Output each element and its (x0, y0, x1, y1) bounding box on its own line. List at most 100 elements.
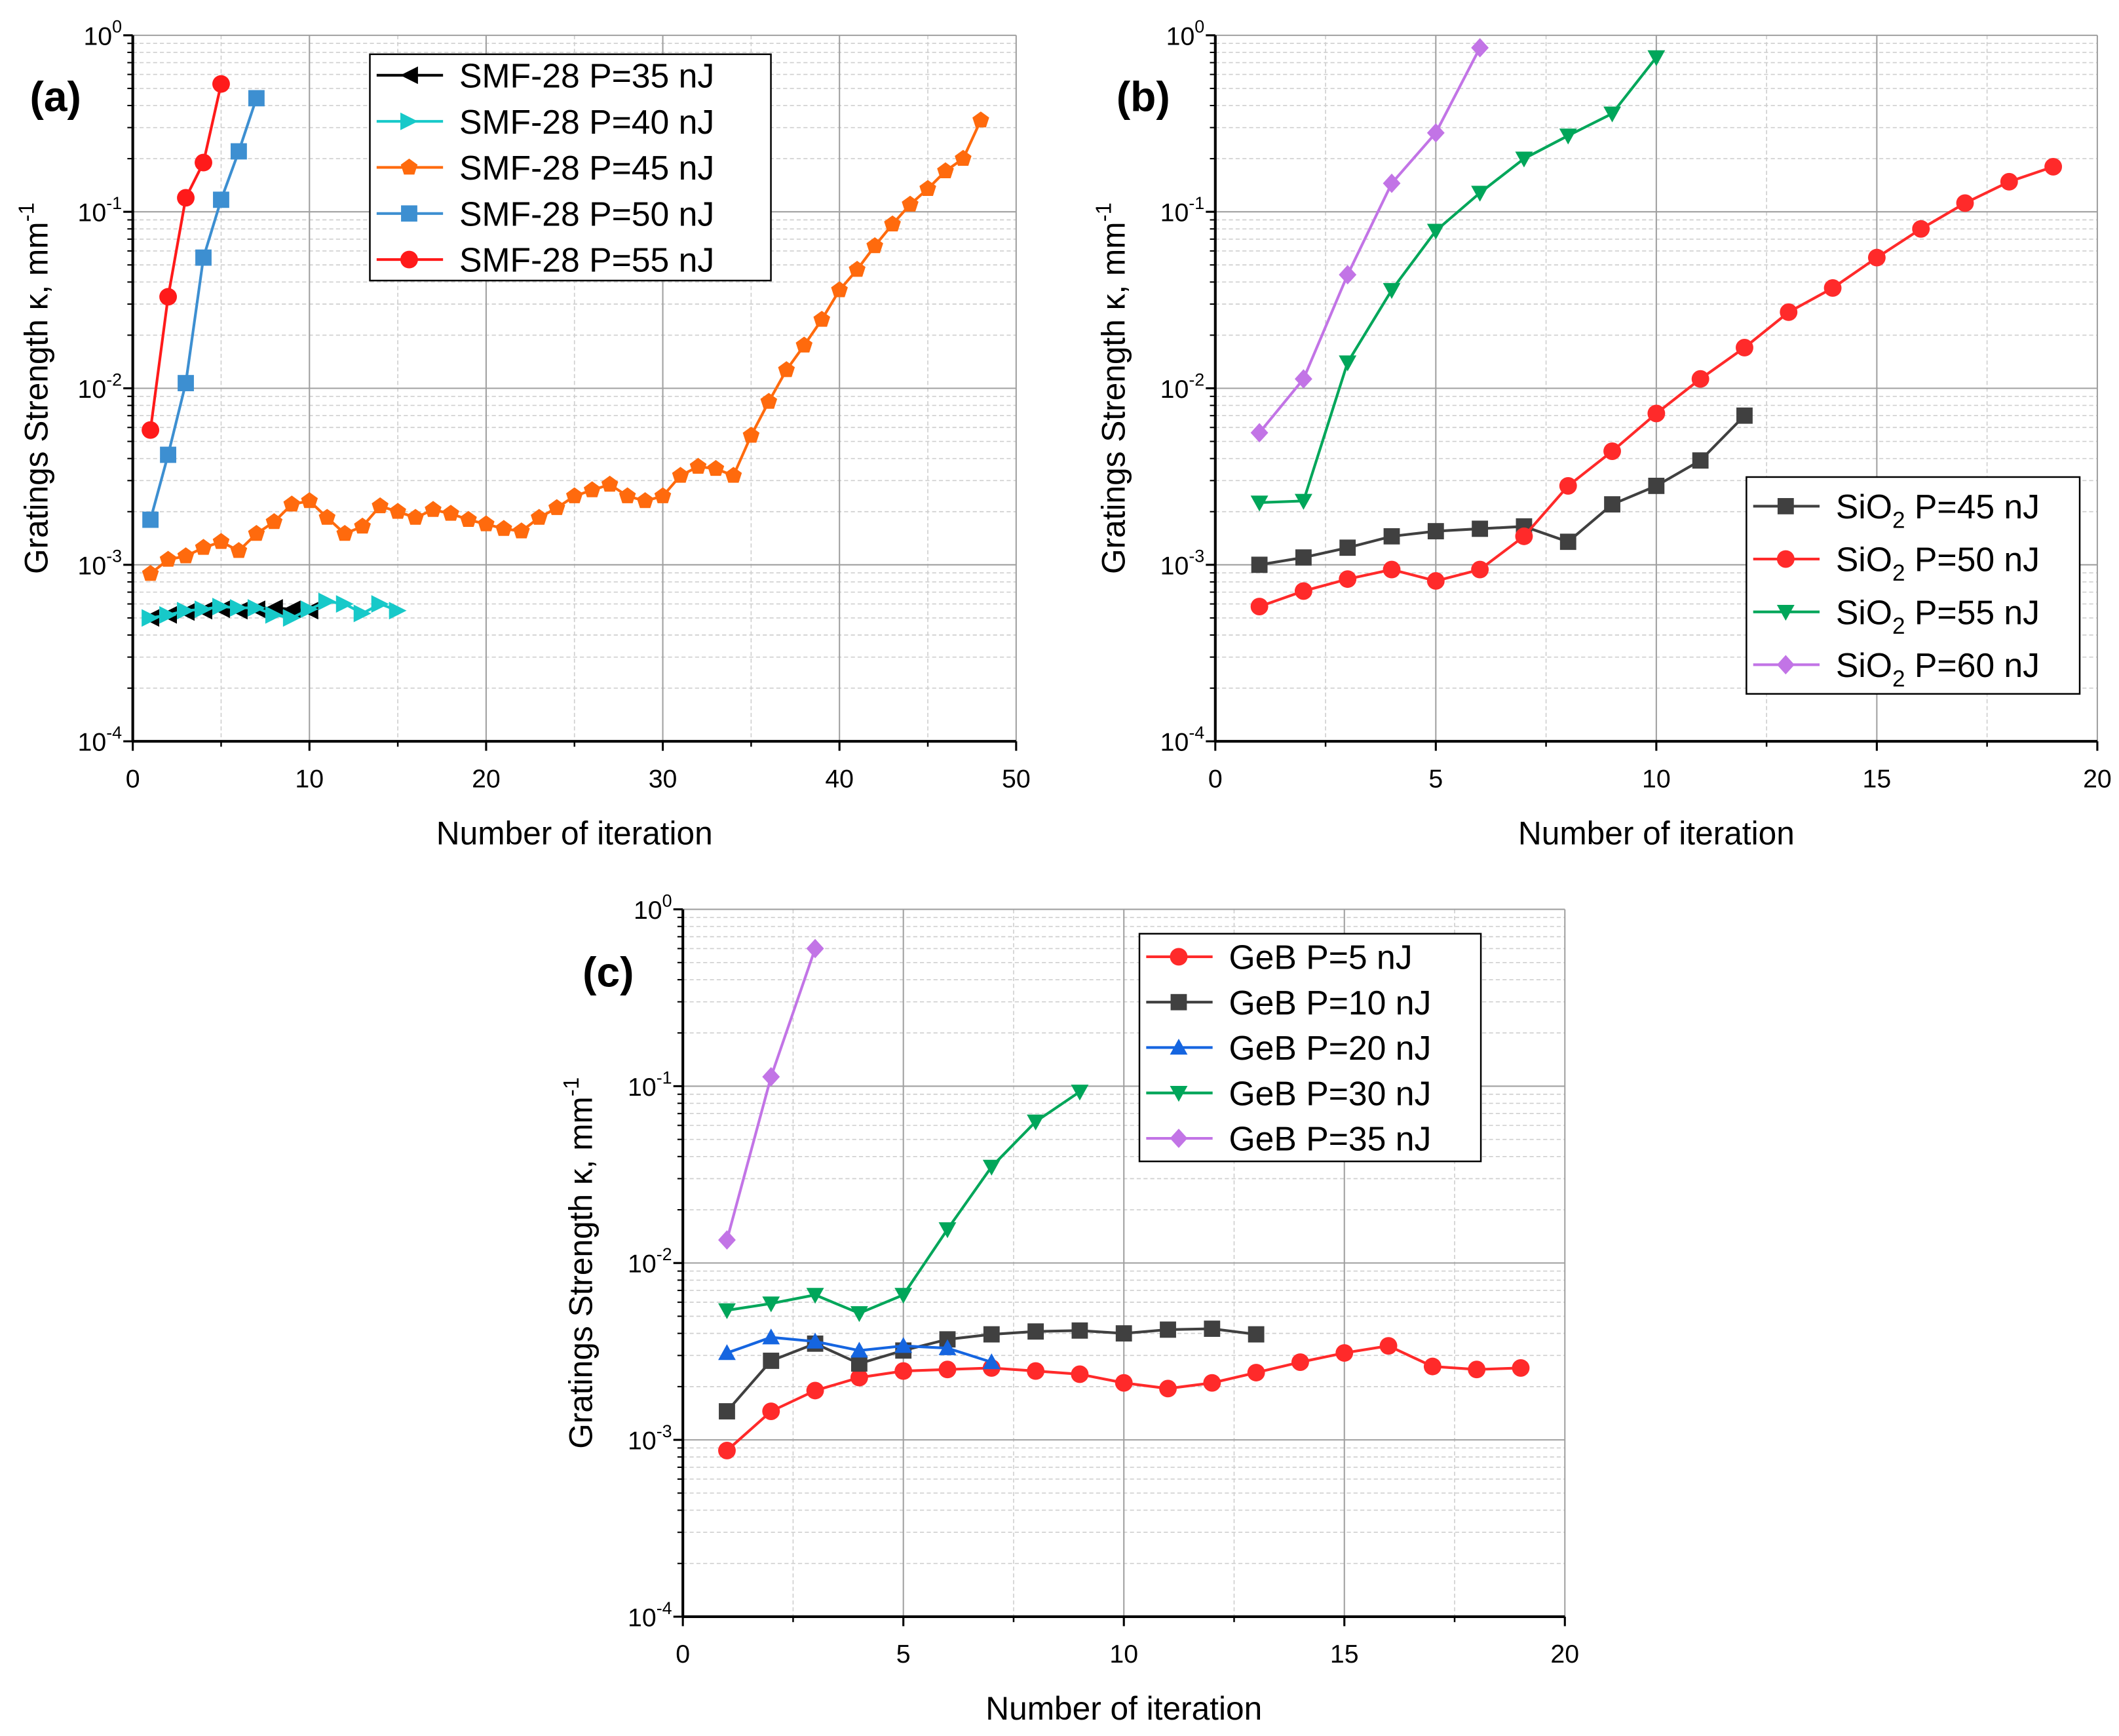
y-tick-exponent: -1 (657, 1068, 672, 1087)
data-point (850, 1368, 868, 1387)
series-3 (718, 1328, 1001, 1370)
legend-label: SiO2 P=55 nJ (1836, 593, 2040, 638)
data-point (718, 1230, 736, 1250)
data-point (762, 1296, 780, 1313)
data-point (938, 1339, 957, 1355)
legend-label: GeB P=35 nJ (1229, 1120, 1431, 1158)
data-point (1339, 265, 1357, 284)
data-point (972, 111, 989, 128)
data-point (1250, 495, 1269, 512)
x-tick-label: 10 (295, 764, 324, 793)
data-point (1823, 279, 1842, 297)
data-point (1339, 355, 1357, 372)
legend-label: SMF-28 P=55 nJ (459, 241, 714, 279)
data-point (894, 1337, 913, 1353)
data-point (1603, 106, 1621, 123)
data-point (1515, 527, 1533, 545)
panel-label: (a) (29, 73, 81, 121)
data-point (718, 1344, 736, 1360)
legend-label-text: SMF-28 P=35 nJ (459, 56, 714, 94)
legend-label-text: GeB P=20 nJ (1229, 1029, 1431, 1067)
x-tick-label: 0 (126, 764, 140, 793)
legend-marker (1170, 993, 1187, 1011)
data-point (177, 547, 195, 564)
data-point (1956, 194, 1974, 212)
data-point (1471, 185, 1489, 202)
y-tick-label: 10-2 (78, 370, 123, 404)
legend-label-text: GeB P=10 nJ (1229, 984, 1431, 1022)
y-tick-label: 10-1 (628, 1068, 672, 1102)
y-tick-label: 10-4 (1160, 723, 1205, 757)
data-point (983, 1326, 1000, 1343)
x-tick-label: 5 (1428, 764, 1443, 793)
y-tick-exponent: -3 (106, 547, 122, 566)
data-point (142, 421, 160, 439)
data-point (159, 288, 178, 306)
data-point (1515, 151, 1533, 168)
data-point (2000, 172, 2018, 191)
data-point (336, 524, 353, 541)
y-tick-label: 100 (1166, 17, 1205, 51)
data-point (460, 511, 477, 527)
data-point (850, 1355, 868, 1372)
data-point (1647, 404, 1666, 423)
y-tick-label: 10-3 (628, 1421, 672, 1456)
y-tick-exponent: -2 (657, 1244, 672, 1264)
data-point (1071, 1322, 1088, 1339)
data-point (212, 533, 230, 549)
y-tick-base: 10 (1160, 551, 1189, 580)
y-axis-label-superscript: -1 (15, 203, 39, 222)
data-point (1423, 1357, 1441, 1376)
data-point (565, 487, 583, 503)
data-point (1648, 477, 1665, 494)
series-4 (718, 1085, 1089, 1322)
data-point (531, 509, 548, 525)
data-point (248, 90, 265, 107)
legend-label-text: GeB P=35 nJ (1229, 1120, 1431, 1158)
legend-label-text: SMF-28 P=45 nJ (459, 149, 714, 187)
x-tick-label: 40 (825, 764, 854, 793)
data-point (1780, 303, 1798, 321)
y-tick-exponent: -3 (657, 1421, 672, 1441)
data-point (1335, 1344, 1354, 1362)
data-point (718, 1441, 736, 1459)
data-point (160, 446, 176, 463)
series-5 (142, 75, 230, 439)
data-point (425, 501, 442, 517)
legend-label-text: SiO (1836, 488, 1892, 526)
legend-marker (400, 250, 418, 269)
data-point (283, 495, 301, 512)
y-tick-base: 10 (1160, 199, 1189, 227)
y-tick-exponent: -1 (1189, 193, 1204, 213)
data-point (583, 481, 601, 497)
data-point (195, 153, 212, 172)
data-point (177, 189, 195, 207)
data-point (195, 249, 212, 266)
data-point (919, 180, 936, 196)
x-tick-label: 50 (1002, 764, 1031, 793)
data-point (2044, 157, 2063, 176)
y-tick-exponent: -2 (106, 370, 122, 389)
data-point (1383, 173, 1401, 193)
legend-marker (400, 66, 418, 85)
series-1 (1251, 407, 1753, 573)
data-point (1559, 476, 1577, 495)
series-line (1259, 414, 1746, 566)
data-point (719, 1403, 735, 1419)
data-point (229, 599, 248, 617)
data-point (1115, 1325, 1132, 1342)
x-axis-label: Number of iteration (1518, 815, 1795, 851)
data-point (1294, 369, 1312, 389)
data-point (354, 517, 371, 534)
data-point (806, 1288, 824, 1304)
data-point (849, 261, 866, 277)
y-tick-exponent: 0 (112, 17, 122, 37)
data-point (1426, 223, 1445, 240)
data-point (247, 599, 265, 617)
y-tick-base: 10 (1160, 728, 1189, 757)
data-point (1603, 442, 1621, 460)
y-tick-base: 10 (628, 1603, 657, 1632)
data-point (955, 149, 972, 166)
data-point (1691, 370, 1709, 388)
legend-label-suffix: P=50 nJ (1905, 541, 2040, 579)
